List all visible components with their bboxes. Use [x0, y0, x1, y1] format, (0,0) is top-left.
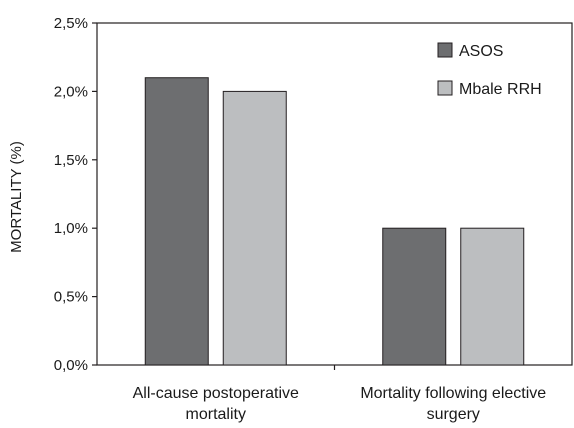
- x-category-label: surgery: [427, 406, 480, 423]
- legend-label: ASOS: [459, 43, 503, 60]
- y-tick-label: 2,5%: [54, 15, 88, 32]
- y-tick-label: 2,0%: [54, 83, 88, 100]
- bar-asos-1: [382, 227, 447, 366]
- y-tick-label: 1,0%: [54, 220, 88, 237]
- bar-asos-0: [144, 77, 209, 366]
- y-tick-label: 1,5%: [54, 152, 88, 169]
- y-tick-label: 0,5%: [54, 289, 88, 306]
- y-axis-label: MORTALITY (%): [8, 141, 25, 253]
- x-category-label: All-cause postoperative: [133, 385, 299, 402]
- x-category-label: mortality: [186, 406, 246, 423]
- x-category-label: Mortality following elective: [360, 385, 546, 402]
- y-tick-label: 0,0%: [54, 357, 88, 374]
- legend-swatch: [437, 80, 453, 96]
- bar-mbale-rrh-0: [222, 90, 287, 366]
- legend-label: Mbale RRH: [459, 81, 542, 98]
- bar-mbale-rrh-1: [460, 227, 525, 366]
- legend-swatch: [437, 42, 453, 58]
